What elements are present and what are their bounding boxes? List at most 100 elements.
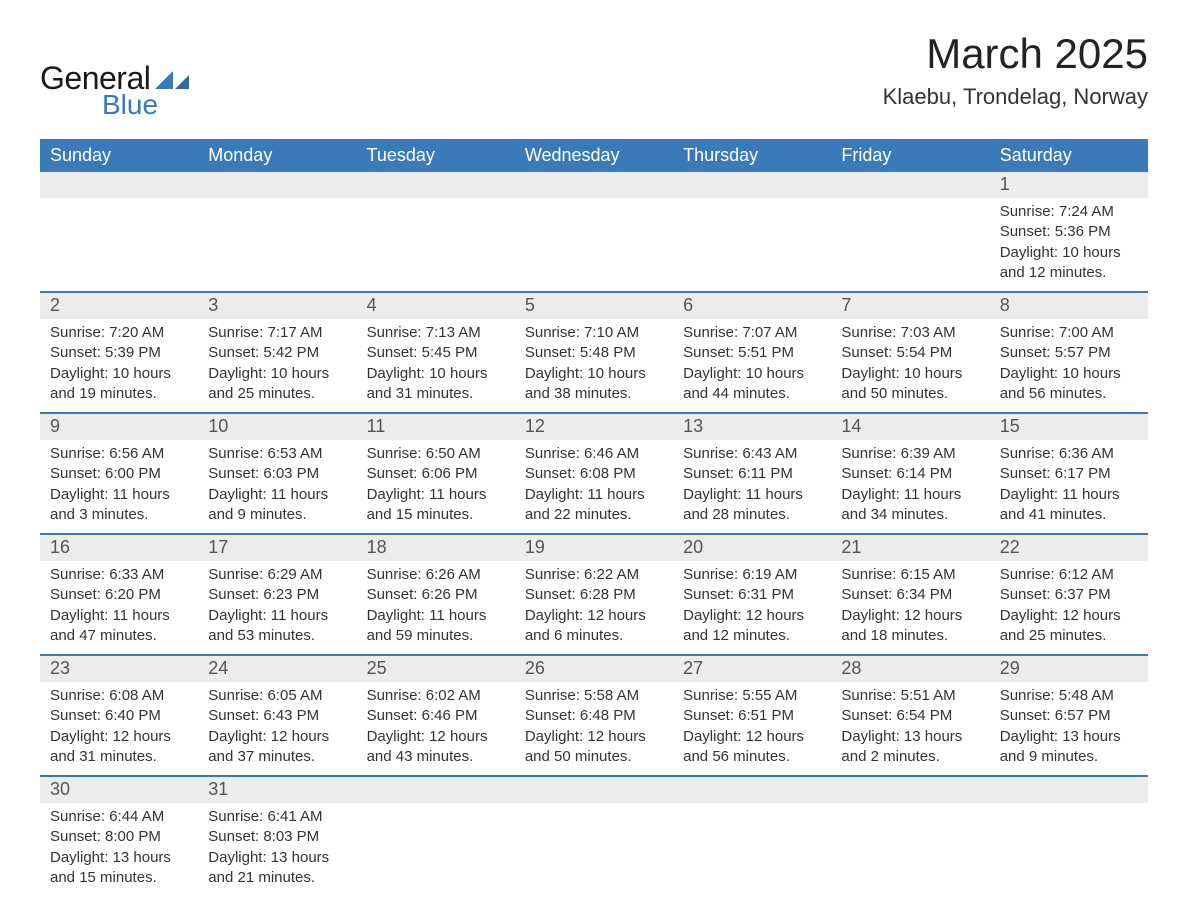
day-details: Sunrise: 6:39 AMSunset: 6:14 PMDaylight:… — [831, 440, 989, 533]
day-sunrise: Sunrise: 7:17 AM — [208, 323, 346, 343]
day-number — [357, 172, 515, 198]
day-sunrise: Sunrise: 7:10 AM — [525, 323, 663, 343]
calendar-cell: 30Sunrise: 6:44 AMSunset: 8:00 PMDayligh… — [40, 776, 198, 896]
day-day1: Daylight: 13 hours — [50, 848, 188, 868]
page-header: General Blue March 2025 Klaebu, Trondela… — [40, 30, 1148, 121]
day-sunset: Sunset: 6:03 PM — [208, 464, 346, 484]
day-details — [515, 198, 673, 268]
day-sunset: Sunset: 6:57 PM — [1000, 706, 1138, 726]
day-details — [673, 803, 831, 873]
calendar-week-row: 23Sunrise: 6:08 AMSunset: 6:40 PMDayligh… — [40, 655, 1148, 776]
calendar-week-row: 9Sunrise: 6:56 AMSunset: 6:00 PMDaylight… — [40, 413, 1148, 534]
calendar-week-row: 2 Sunrise: 7:20 AMSunset: 5:39 PM Daylight… — [40, 292, 1148, 413]
day-day1: Daylight: 10 hours — [683, 364, 821, 384]
calendar-cell: 5Sunrise: 7:10 AMSunset: 5:48 PMDaylight… — [515, 292, 673, 413]
day-sunrise: Sunrise: 6:53 AM — [208, 444, 346, 464]
day-number: 28 — [831, 656, 989, 682]
day-number: 4 — [357, 293, 515, 319]
day-day1: Daylight: 13 hours — [208, 848, 346, 868]
day-sunset: Sunset: 5:54 PM — [841, 343, 979, 363]
day-number: 8 — [990, 293, 1148, 319]
day-day2: and 56 minutes. — [683, 747, 821, 767]
day-sunrise: Sunrise: 6:29 AM — [208, 565, 346, 585]
day-sunset: Sunset: 8:03 PM — [208, 827, 346, 847]
day-sunset: Sunset: 6:43 PM — [208, 706, 346, 726]
day-number: 6 — [673, 293, 831, 319]
calendar-cell: 31Sunrise: 6:41 AMSunset: 8:03 PMDayligh… — [198, 776, 356, 896]
day-sunset: Sunset: 6:08 PM — [525, 464, 663, 484]
weekday-header: Wednesday — [515, 139, 673, 172]
day-sunrise: Sunrise: 7:24 AM — [1000, 202, 1138, 222]
weekday-header: Saturday — [990, 139, 1148, 172]
day-details: Sunrise: 6:53 AMSunset: 6:03 PMDaylight:… — [198, 440, 356, 533]
day-number: 16 — [40, 535, 198, 561]
day-day1: Daylight: 12 hours — [1000, 606, 1138, 626]
day-number: 5 — [515, 293, 673, 319]
day-sunrise: Sunrise: 6:26 AM — [367, 565, 505, 585]
day-sunset: Sunset: 6:37 PM — [1000, 585, 1138, 605]
calendar-cell — [831, 172, 989, 292]
day-details: Sunrise: 6:12 AMSunset: 6:37 PMDaylight:… — [990, 561, 1148, 654]
day-number: 27 — [673, 656, 831, 682]
day-details — [40, 198, 198, 268]
day-number — [515, 172, 673, 198]
day-sunrise: Sunrise: 5:58 AM — [525, 686, 663, 706]
day-number: 3 — [198, 293, 356, 319]
calendar-cell: 24Sunrise: 6:05 AMSunset: 6:43 PMDayligh… — [198, 655, 356, 776]
day-day2: and 28 minutes. — [683, 505, 821, 525]
day-sunset: Sunset: 5:57 PM — [1000, 343, 1138, 363]
day-details — [357, 803, 515, 873]
day-number — [831, 172, 989, 198]
day-day2: and 25 minutes. — [1000, 626, 1138, 646]
calendar-cell: 3Sunrise: 7:17 AMSunset: 5:42 PMDaylight… — [198, 292, 356, 413]
day-sunset: Sunset: 6:23 PM — [208, 585, 346, 605]
calendar-cell: 4Sunrise: 7:13 AMSunset: 5:45 PMDaylight… — [357, 292, 515, 413]
day-sunset: Sunset: 5:39 PM — [50, 343, 188, 363]
calendar-cell: 20Sunrise: 6:19 AMSunset: 6:31 PMDayligh… — [673, 534, 831, 655]
calendar-week-row: 30Sunrise: 6:44 AMSunset: 8:00 PMDayligh… — [40, 776, 1148, 896]
calendar-table: Sunday Monday Tuesday Wednesday Thursday… — [40, 139, 1148, 896]
day-day2: and 38 minutes. — [525, 384, 663, 404]
day-sunrise: Sunrise: 7:20 AM — [50, 323, 188, 343]
day-day2: and 43 minutes. — [367, 747, 505, 767]
weekday-header: Sunday — [40, 139, 198, 172]
day-day1: Daylight: 11 hours — [683, 485, 821, 505]
day-sunrise: Sunrise: 7:13 AM — [367, 323, 505, 343]
day-sunrise: Sunrise: 6:15 AM — [841, 565, 979, 585]
day-sunrise: Sunrise: 6:50 AM — [367, 444, 505, 464]
day-day1: Daylight: 10 hours — [208, 364, 346, 384]
day-details: Sunrise: 5:51 AMSunset: 6:54 PMDaylight:… — [831, 682, 989, 775]
day-day2: and 47 minutes. — [50, 626, 188, 646]
day-day2: and 12 minutes. — [683, 626, 821, 646]
day-day1: Daylight: 11 hours — [208, 606, 346, 626]
day-number: 14 — [831, 414, 989, 440]
day-day1: Daylight: 11 hours — [367, 485, 505, 505]
day-sunset: Sunset: 6:20 PM — [50, 585, 188, 605]
day-number: 22 — [990, 535, 1148, 561]
day-number: 21 — [831, 535, 989, 561]
day-number: 2 — [40, 293, 198, 319]
day-day1: Daylight: 12 hours — [841, 606, 979, 626]
day-day2: and 12 minutes. — [1000, 263, 1138, 283]
day-sunset: Sunset: 6:26 PM — [367, 585, 505, 605]
calendar-cell: 18Sunrise: 6:26 AMSunset: 6:26 PMDayligh… — [357, 534, 515, 655]
day-sunrise: Sunrise: 6:12 AM — [1000, 565, 1138, 585]
day-number — [515, 777, 673, 803]
day-details — [831, 198, 989, 268]
day-details — [990, 803, 1148, 873]
calendar-cell: 23Sunrise: 6:08 AMSunset: 6:40 PMDayligh… — [40, 655, 198, 776]
weekday-header: Monday — [198, 139, 356, 172]
day-sunrise: Sunrise: 6:44 AM — [50, 807, 188, 827]
day-details: Sunrise: 7:24 AMSunset: 5:36 PMDaylight:… — [990, 198, 1148, 291]
day-details: Sunrise: 6:46 AMSunset: 6:08 PMDaylight:… — [515, 440, 673, 533]
day-number: 30 — [40, 777, 198, 803]
day-day2: and 21 minutes. — [208, 868, 346, 888]
calendar-cell: 25Sunrise: 6:02 AMSunset: 6:46 PMDayligh… — [357, 655, 515, 776]
day-sunset: Sunset: 6:51 PM — [683, 706, 821, 726]
day-day1: Daylight: 11 hours — [367, 606, 505, 626]
calendar-cell: 9Sunrise: 6:56 AMSunset: 6:00 PMDaylight… — [40, 413, 198, 534]
calendar-cell: 28Sunrise: 5:51 AMSunset: 6:54 PMDayligh… — [831, 655, 989, 776]
day-sunset: Sunset: 5:48 PM — [525, 343, 663, 363]
calendar-cell — [673, 172, 831, 292]
day-details: Sunrise: 5:58 AMSunset: 6:48 PMDaylight:… — [515, 682, 673, 775]
